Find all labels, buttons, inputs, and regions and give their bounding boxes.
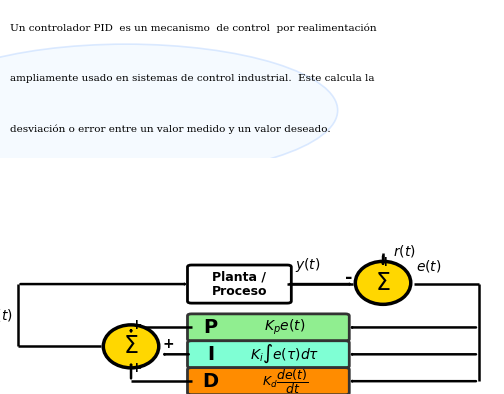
Text: +: + (130, 318, 142, 332)
Text: Planta /
Proceso: Planta / Proceso (212, 270, 267, 298)
Text: $r(t)$: $r(t)$ (393, 243, 416, 258)
Text: +: + (163, 337, 174, 351)
Text: $K_i\int e(\tau)d\tau$: $K_i\int e(\tau)d\tau$ (250, 343, 320, 366)
Ellipse shape (103, 325, 159, 368)
Text: $K_d \dfrac{de(t)}{dt}$: $K_d \dfrac{de(t)}{dt}$ (262, 367, 308, 394)
Text: ampliamente usado en sistemas de control industrial.  Este calcula la: ampliamente usado en sistemas de control… (10, 74, 374, 83)
Text: D: D (203, 372, 219, 391)
Text: $\Sigma$: $\Sigma$ (375, 271, 391, 295)
Circle shape (0, 44, 338, 177)
FancyBboxPatch shape (187, 314, 349, 341)
Text: P: P (204, 318, 218, 337)
Text: $u(t)$: $u(t)$ (0, 307, 13, 323)
Text: +: + (130, 361, 142, 375)
Text: -: - (345, 269, 353, 287)
Text: $\Sigma$: $\Sigma$ (123, 335, 139, 359)
FancyBboxPatch shape (187, 265, 291, 303)
Text: +: + (380, 255, 392, 269)
Text: desviación o error entre un valor medido y un valor deseado.: desviación o error entre un valor medido… (10, 125, 331, 134)
Text: Un controlador PID  es un mecanismo  de control  por realimentación: Un controlador PID es un mecanismo de co… (10, 24, 376, 33)
Text: I: I (207, 345, 214, 364)
Text: $y(t)$: $y(t)$ (295, 256, 321, 274)
Text: $K_p e(t)$: $K_p e(t)$ (264, 318, 305, 337)
FancyBboxPatch shape (187, 368, 349, 394)
FancyBboxPatch shape (187, 341, 349, 368)
Ellipse shape (355, 261, 411, 304)
Text: $e(t)$: $e(t)$ (416, 258, 442, 274)
